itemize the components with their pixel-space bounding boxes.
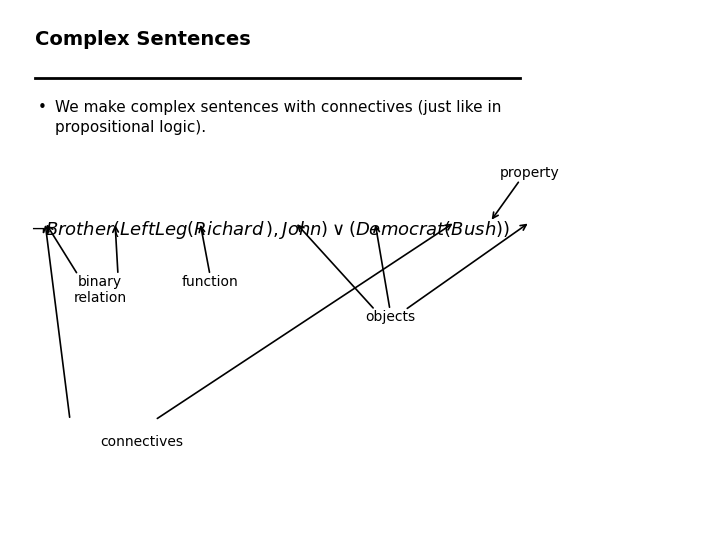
Text: We make complex sentences with connectives (just like in: We make complex sentences with connectiv… (55, 100, 501, 115)
Text: Complex Sentences: Complex Sentences (35, 30, 251, 49)
Text: objects: objects (365, 310, 415, 324)
Text: $\neg\mathit{Brother}(\mathit{LeftLeg}(\mathit{Richard\,}),\mathit{John}) \vee (: $\neg\mathit{Brother}(\mathit{LeftLeg}(\… (30, 219, 510, 241)
Text: connectives: connectives (100, 435, 183, 449)
Text: •: • (38, 100, 47, 115)
Text: binary
relation: binary relation (73, 275, 127, 305)
Text: property: property (500, 166, 560, 180)
Text: function: function (181, 275, 238, 289)
Text: propositional logic).: propositional logic). (55, 120, 206, 135)
